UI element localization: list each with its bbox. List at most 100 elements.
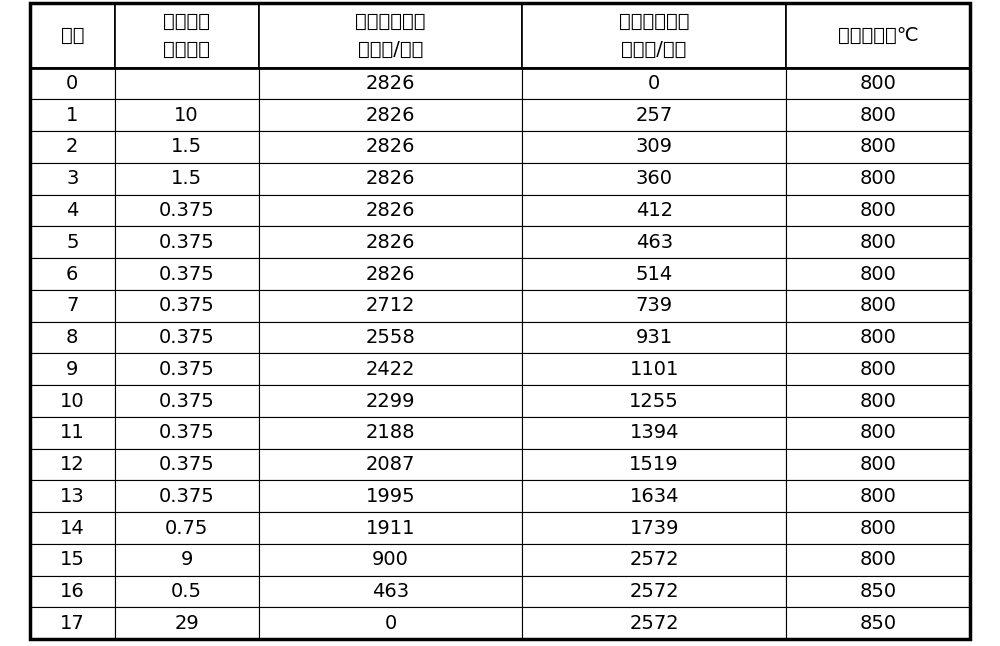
Bar [786, 385, 970, 417]
Text: 0.375: 0.375 [159, 391, 215, 411]
Bar [522, 226, 786, 258]
Text: 0.75: 0.75 [165, 519, 208, 537]
Bar [115, 131, 259, 163]
Bar [115, 481, 259, 512]
Text: 800: 800 [860, 201, 896, 220]
Text: 0.5: 0.5 [171, 582, 202, 601]
Bar [30, 544, 115, 576]
Bar [259, 290, 522, 322]
Bar [522, 544, 786, 576]
Bar [522, 163, 786, 194]
Text: 800: 800 [860, 106, 896, 125]
Bar [259, 449, 522, 481]
Text: 1255: 1255 [629, 391, 679, 411]
Bar [786, 290, 970, 322]
Text: 800: 800 [860, 297, 896, 315]
Text: 739: 739 [636, 297, 673, 315]
Text: 0.375: 0.375 [159, 201, 215, 220]
Text: 800: 800 [860, 391, 896, 411]
Text: 清焦空气用量: 清焦空气用量 [619, 12, 689, 31]
Bar [522, 576, 786, 607]
Bar [115, 68, 259, 99]
Text: 2826: 2826 [366, 74, 415, 93]
Bar [786, 544, 970, 576]
Bar [259, 68, 522, 99]
Text: 11: 11 [60, 423, 85, 443]
Bar [115, 353, 259, 385]
Bar [522, 385, 786, 417]
Bar [115, 417, 259, 449]
Text: 0: 0 [384, 614, 397, 633]
Bar [115, 290, 259, 322]
Text: 2826: 2826 [366, 106, 415, 125]
Bar [522, 258, 786, 290]
Bar [115, 512, 259, 544]
Text: 稀释蜀汽用量: 稀释蜀汽用量 [355, 12, 426, 31]
Bar [786, 258, 970, 290]
Bar [786, 194, 970, 226]
Text: 9: 9 [180, 550, 193, 569]
Text: 14: 14 [60, 519, 85, 537]
Bar [30, 258, 115, 290]
Bar [522, 449, 786, 481]
Bar [259, 353, 522, 385]
Bar [259, 607, 522, 640]
Text: 2826: 2826 [366, 201, 415, 220]
Bar [259, 322, 522, 353]
Text: 800: 800 [860, 550, 896, 569]
Bar [259, 163, 522, 194]
Text: 2826: 2826 [366, 233, 415, 252]
Text: 1.5: 1.5 [171, 169, 202, 188]
Text: （小时）: （小时） [163, 40, 210, 59]
Text: 800: 800 [860, 519, 896, 537]
Text: 850: 850 [859, 614, 897, 633]
Text: 800: 800 [860, 264, 896, 284]
Text: 2826: 2826 [366, 264, 415, 284]
Bar [115, 322, 259, 353]
Bar [115, 3, 259, 68]
Text: 800: 800 [860, 74, 896, 93]
Bar [30, 99, 115, 131]
Text: 3: 3 [66, 169, 78, 188]
Text: 15: 15 [60, 550, 85, 569]
Bar [522, 481, 786, 512]
Text: 2712: 2712 [366, 297, 415, 315]
Text: 4: 4 [66, 201, 78, 220]
Text: 800: 800 [860, 169, 896, 188]
Text: 0.375: 0.375 [159, 297, 215, 315]
Text: 6: 6 [66, 264, 78, 284]
Bar [522, 607, 786, 640]
Text: 0.375: 0.375 [159, 423, 215, 443]
Bar [30, 607, 115, 640]
Text: 1995: 1995 [366, 487, 415, 506]
Bar [259, 226, 522, 258]
Text: 8: 8 [66, 328, 78, 347]
Bar [522, 68, 786, 99]
Bar [786, 417, 970, 449]
Text: 1519: 1519 [629, 455, 679, 474]
Text: 0.375: 0.375 [159, 487, 215, 506]
Bar [522, 194, 786, 226]
Text: 10: 10 [174, 106, 199, 125]
Bar [115, 576, 259, 607]
Bar [522, 290, 786, 322]
Text: 2087: 2087 [366, 455, 415, 474]
Bar [786, 449, 970, 481]
Text: 800: 800 [860, 233, 896, 252]
Text: 9: 9 [66, 360, 78, 379]
Text: 12: 12 [60, 455, 85, 474]
Bar [786, 481, 970, 512]
Text: 2826: 2826 [366, 138, 415, 156]
Text: 2: 2 [66, 138, 78, 156]
Bar [259, 99, 522, 131]
Text: 0.375: 0.375 [159, 264, 215, 284]
Bar [522, 322, 786, 353]
Bar [786, 576, 970, 607]
Text: 1394: 1394 [629, 423, 679, 443]
Bar [786, 226, 970, 258]
Text: 1739: 1739 [629, 519, 679, 537]
Bar [30, 3, 115, 68]
Bar [522, 3, 786, 68]
Bar [522, 353, 786, 385]
Bar [259, 576, 522, 607]
